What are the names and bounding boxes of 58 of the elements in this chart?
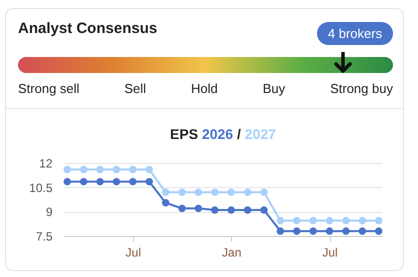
point (342, 216, 350, 224)
point (80, 178, 88, 186)
point (276, 227, 284, 235)
point (146, 166, 153, 174)
chart-title: EPS (170, 126, 198, 142)
y-tick-label: 7.5 (36, 230, 53, 244)
point (326, 227, 334, 235)
point (211, 188, 219, 196)
text: Analyst Consensus (18, 20, 158, 37)
point (326, 216, 334, 224)
point (276, 216, 284, 224)
point (358, 227, 366, 235)
point (227, 206, 235, 214)
y-tick-label: 12 (39, 156, 53, 170)
point (162, 188, 170, 196)
point (194, 188, 202, 196)
text: 2026 (202, 126, 234, 142)
point (260, 206, 268, 214)
point (244, 188, 252, 196)
point (178, 204, 186, 212)
x-tick-label: Jul (322, 246, 338, 260)
y-tick-label: 10.5 (29, 180, 53, 195)
point (260, 188, 268, 196)
point (112, 178, 120, 186)
point (375, 227, 382, 235)
point (309, 216, 317, 224)
category-label: Strong buy (330, 81, 393, 96)
point (64, 178, 71, 186)
point (129, 166, 137, 174)
point (342, 227, 350, 235)
point (211, 206, 219, 214)
point (293, 216, 300, 224)
category-label: Sell (124, 81, 146, 96)
point (96, 166, 104, 174)
point (129, 178, 137, 186)
category-label: Buy (262, 81, 286, 96)
point (358, 216, 366, 224)
text: 4 brokers (317, 22, 393, 45)
text: 2027 (244, 126, 276, 142)
point (194, 204, 202, 212)
point (178, 188, 186, 196)
x-tick-label: Jul (126, 246, 142, 260)
point (244, 206, 252, 214)
point (80, 166, 88, 174)
category-label: Hold (191, 81, 218, 96)
point (112, 166, 120, 174)
category-label: Strong sell (18, 81, 80, 96)
point (227, 188, 235, 196)
point (96, 178, 104, 186)
point (375, 216, 382, 224)
point (64, 166, 71, 174)
x-tick-label: Jan (222, 246, 242, 260)
text: / (236, 126, 241, 142)
point (146, 178, 153, 186)
y-tick-label: 9 (46, 205, 53, 220)
point (309, 227, 317, 235)
point (162, 199, 170, 206)
point (293, 227, 300, 235)
